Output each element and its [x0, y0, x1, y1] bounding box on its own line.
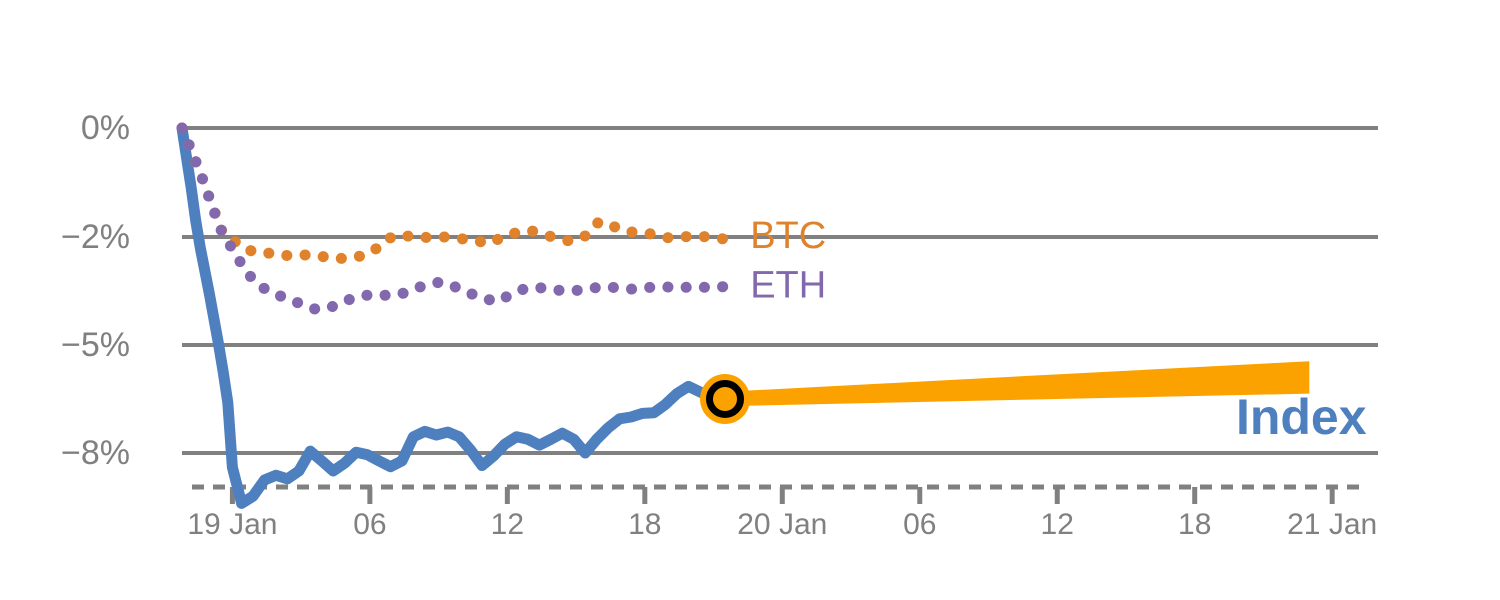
series-label-index: Index: [1236, 389, 1367, 445]
data-series: [176, 122, 742, 509]
x-axis-line: [192, 484, 1368, 504]
series-line-eth: [176, 122, 742, 316]
y-tick-label: −8%: [61, 434, 130, 472]
x-tick-label: 06: [353, 508, 386, 541]
forecast-cone: [725, 361, 1310, 407]
x-tick-label: 12: [1041, 508, 1074, 541]
y-tick-label: −2%: [61, 218, 130, 256]
y-tick-label: 0%: [81, 109, 130, 147]
y-axis-tick-labels: 0% −2% −5% −8%: [61, 109, 130, 472]
gridlines: [182, 126, 1378, 455]
series-line-btc: [176, 122, 742, 265]
x-axis-tick-labels: 19 Jan 06 12 18 20 Jan 06 12 18 21 Jan: [187, 508, 1377, 541]
x-tick-label: 06: [903, 508, 936, 541]
x-tick-label: 12: [491, 508, 524, 541]
x-tick-label: 19 Jan: [187, 508, 277, 541]
current-point-marker[interactable]: [700, 374, 751, 424]
series-label-eth: ETH: [750, 264, 826, 306]
marker-ring-icon: [706, 380, 745, 418]
series-line-index: [176, 122, 731, 509]
y-tick-label: −5%: [61, 326, 130, 364]
series-labels: Index BTC ETH: [750, 215, 1367, 445]
x-tick-label: 18: [1178, 508, 1211, 541]
x-tick-label: 18: [628, 508, 661, 541]
x-tick-label: 20 Jan: [737, 508, 827, 541]
x-tick-label: 21 Jan: [1287, 508, 1377, 541]
series-label-btc: BTC: [750, 215, 826, 257]
forecast-band: [725, 361, 1310, 407]
